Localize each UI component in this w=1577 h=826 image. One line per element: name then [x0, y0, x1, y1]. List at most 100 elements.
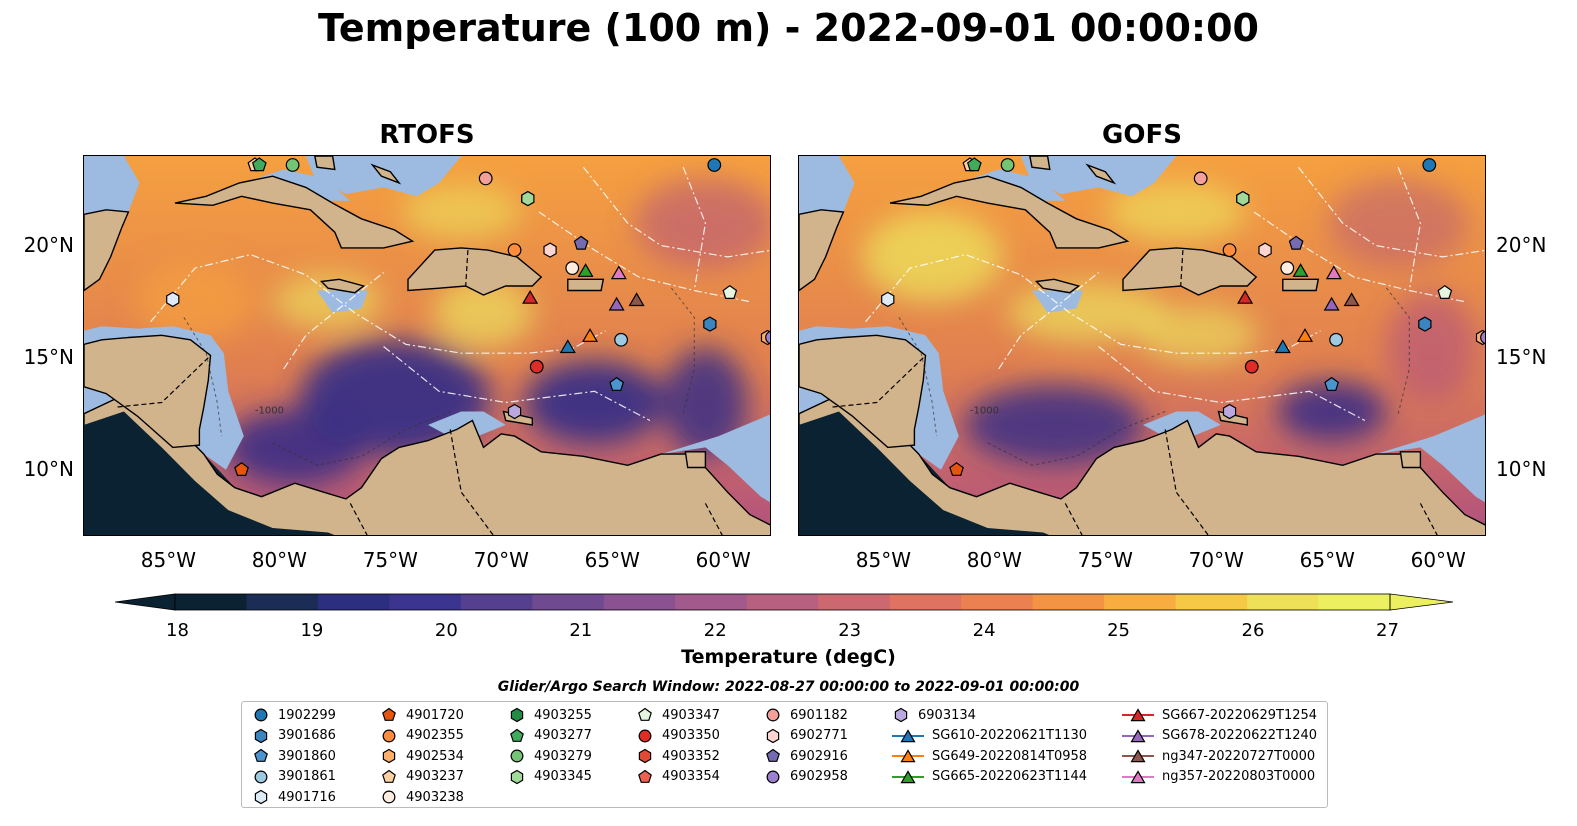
legend-marker-pentagon-icon[interactable]: [382, 769, 396, 783]
legend-marker-triangle-icon[interactable]: [1130, 728, 1146, 742]
legend-marker-pentagon-icon[interactable]: [766, 748, 780, 762]
platform-4901720-marker[interactable]: [234, 462, 249, 476]
legend-item: 4903279: [508, 746, 592, 766]
legend-marker-triangle-icon[interactable]: [900, 728, 916, 742]
platform-3901861-marker[interactable]: [614, 332, 628, 347]
platform-ng347-20220727t0000-marker[interactable]: [628, 292, 645, 307]
platform-4903350-marker[interactable]: [1244, 359, 1259, 374]
platform-ng347-20220727t0000-marker[interactable]: [1343, 292, 1360, 307]
platform-sg667-20220629t1254-marker[interactable]: [522, 290, 539, 304]
platform-sg678-20220622t1240-marker[interactable]: [608, 296, 625, 311]
platform-4903277-marker[interactable]: [966, 157, 982, 172]
legend-marker-hexagon-icon[interactable]: [254, 728, 268, 743]
platform-6901182-marker[interactable]: [1193, 171, 1208, 186]
platform-6901182-marker[interactable]: [478, 171, 493, 186]
platform-4903279-marker[interactable]: [1000, 158, 1015, 172]
platform-4903347-marker[interactable]: [722, 284, 738, 299]
legend-marker-triangle-icon[interactable]: [1130, 708, 1146, 722]
legend-marker-circle-icon[interactable]: [254, 708, 268, 722]
platform-6902958-marker[interactable]: [765, 330, 771, 345]
platform-3901686-marker[interactable]: [1418, 316, 1432, 332]
legend-marker-triangle-icon[interactable]: [900, 769, 916, 783]
legend-marker-circle-icon[interactable]: [382, 790, 396, 804]
legend-marker-triangle-icon[interactable]: [900, 749, 916, 763]
platform-sg678-20220622t1240-marker[interactable]: [1323, 296, 1340, 311]
map-gofs[interactable]: -1000: [798, 155, 1486, 536]
platform-6902771-marker[interactable]: [543, 242, 557, 258]
platform-6903134-marker[interactable]: [507, 403, 522, 420]
platform-4903238-marker[interactable]: [565, 261, 580, 275]
map-rtofs[interactable]: -1000: [83, 155, 771, 536]
platform-4902355-marker[interactable]: [507, 243, 522, 258]
platform-sg665-20220623t1144-marker[interactable]: [577, 263, 594, 277]
platform-6902958-marker[interactable]: [1480, 330, 1486, 345]
legend-label: 4903255: [534, 707, 592, 723]
legend-marker-pentagon-icon[interactable]: [638, 707, 652, 721]
legend-marker-circle-icon[interactable]: [766, 708, 780, 722]
platform-3901860-marker[interactable]: [609, 376, 625, 391]
legend-marker-hexagon-icon[interactable]: [510, 707, 524, 723]
platform-sg649-20220814t0958-marker[interactable]: [1296, 328, 1314, 342]
eez-boundary: [682, 166, 707, 291]
platform-4903277-marker[interactable]: [251, 157, 267, 172]
legend-item: SG665-20220623T1144: [892, 767, 1087, 787]
lon-tick-label: 85°W: [855, 548, 911, 572]
colorbar-segment: [175, 594, 247, 610]
legend-marker-pentagon-icon[interactable]: [638, 769, 652, 783]
platform-4903238-marker[interactable]: [1280, 261, 1295, 275]
platform-ng357-20220803t0000-marker[interactable]: [1325, 265, 1342, 280]
legend-marker-circle-icon[interactable]: [382, 729, 396, 742]
continental-shelf: [799, 156, 855, 215]
depth-contour-label: -1000: [255, 406, 284, 417]
legend-marker-circle-icon[interactable]: [638, 729, 652, 742]
platform-sg610-20220621t1130-marker[interactable]: [1274, 339, 1291, 354]
platform-3901860-marker[interactable]: [1324, 376, 1340, 391]
platform-3901686-marker[interactable]: [703, 316, 717, 332]
legend-marker-circle-icon[interactable]: [254, 770, 268, 783]
platform-4903345-marker[interactable]: [521, 190, 535, 207]
lat-tick-label: 10°N: [1496, 456, 1547, 481]
legend-marker-triangle-icon[interactable]: [1130, 749, 1146, 763]
legend-marker-hexagon-icon[interactable]: [894, 707, 908, 723]
legend-label: 4903277: [534, 728, 592, 743]
platform-ng357-20220803t0000-marker[interactable]: [610, 265, 627, 280]
lat-tick-label: 10°N: [23, 456, 74, 481]
legend-marker-hexagon-icon[interactable]: [766, 728, 780, 743]
legend-label: 6902771: [790, 728, 848, 743]
platform-4901720-marker[interactable]: [949, 462, 964, 476]
legend-marker-pentagon-icon[interactable]: [382, 707, 396, 721]
legend-marker-hexagon-icon[interactable]: [382, 748, 396, 764]
platform-6902916-marker[interactable]: [573, 235, 589, 250]
platform-6902771-marker[interactable]: [1258, 242, 1272, 258]
legend-marker-pentagon-icon[interactable]: [254, 748, 268, 762]
platform-4903347-marker[interactable]: [1437, 284, 1453, 299]
legend-item: 4903347: [636, 705, 720, 725]
land-puerto-rico: [567, 278, 605, 292]
platform-4901716-marker[interactable]: [166, 291, 180, 308]
platform-sg610-20220621t1130-marker[interactable]: [559, 339, 576, 354]
legend-marker-hexagon-icon[interactable]: [254, 789, 268, 805]
platform-4903279-marker[interactable]: [285, 158, 300, 172]
lon-tick-label: 80°W: [251, 548, 307, 572]
platform-4903345-marker[interactable]: [1236, 190, 1250, 207]
eez-boundary: [1297, 166, 1485, 258]
legend-marker-hexagon-icon[interactable]: [638, 748, 652, 764]
platform-3901861-marker[interactable]: [1329, 332, 1343, 347]
platform-sg649-20220814t0958-marker[interactable]: [581, 328, 599, 342]
legend-marker-circle-icon[interactable]: [510, 749, 524, 763]
platform-1902299-marker[interactable]: [1422, 158, 1437, 172]
legend-marker-hexagon-icon[interactable]: [510, 769, 524, 784]
legend-marker-pentagon-icon[interactable]: [510, 728, 524, 742]
platform-4902355-marker[interactable]: [1222, 243, 1237, 258]
legend-marker-triangle-icon[interactable]: [1130, 769, 1146, 783]
continental-shelf: [1376, 414, 1485, 503]
legend-label: 3901860: [278, 748, 336, 764]
platform-4901716-marker[interactable]: [881, 291, 895, 308]
platform-6902916-marker[interactable]: [1288, 235, 1304, 250]
platform-sg667-20220629t1254-marker[interactable]: [1237, 290, 1254, 304]
platform-4903350-marker[interactable]: [529, 359, 544, 374]
platform-sg665-20220623t1144-marker[interactable]: [1292, 263, 1309, 277]
platform-6903134-marker[interactable]: [1222, 403, 1237, 420]
platform-1902299-marker[interactable]: [707, 158, 722, 172]
legend-marker-circle-icon[interactable]: [766, 770, 780, 783]
